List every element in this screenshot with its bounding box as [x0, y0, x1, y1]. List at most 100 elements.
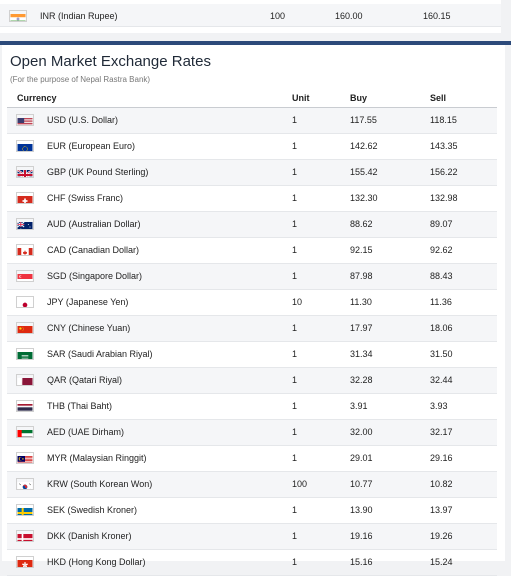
- open-market-rates-card: Open Market Exchange Rates (For the purp…: [2, 45, 505, 576]
- hk-flag-icon: [16, 556, 34, 568]
- table-row: EUR (European Euro) 1 142.62 143.35: [7, 134, 497, 160]
- sell-value: 89.07: [430, 219, 453, 229]
- currency-name: KRW (South Korean Won): [47, 479, 153, 489]
- table-row: CAD (Canadian Dollar) 1 92.15 92.62: [7, 238, 497, 264]
- buy-value: 29.01: [350, 453, 373, 463]
- buy-value: 11.30: [350, 297, 372, 307]
- table-header: Currency Unit Buy Sell: [7, 88, 497, 108]
- sell-value: 10.82: [430, 479, 453, 489]
- buy-value: 15.16: [350, 557, 373, 567]
- au-flag-icon: [16, 218, 34, 230]
- table-row: SGD (Singapore Dollar) 1 87.98 88.43: [7, 264, 497, 290]
- table-row: AUD (Australian Dollar) 1 88.62 89.07: [7, 212, 497, 238]
- buy-value: 155.42: [350, 167, 378, 177]
- sell-value: 32.44: [430, 375, 453, 385]
- currency-name: CHF (Swiss Franc): [47, 193, 123, 203]
- buy-value: 19.16: [350, 531, 373, 541]
- currency-name: AUD (Australian Dollar): [47, 219, 141, 229]
- table-row: GBP (UK Pound Sterling) 1 155.42 156.22: [7, 160, 497, 186]
- sell-value: 156.22: [430, 167, 458, 177]
- buy-value: 32.00: [350, 427, 373, 437]
- sell-value: 92.62: [430, 245, 453, 255]
- currency-name: THB (Thai Baht): [47, 401, 113, 411]
- us-flag-icon: [16, 114, 34, 126]
- buy-value: 92.15: [350, 245, 373, 255]
- unit-value: 1: [292, 167, 298, 177]
- section-title: Open Market Exchange Rates: [10, 53, 211, 70]
- cn-flag-icon: [16, 322, 34, 334]
- unit-value: 1: [292, 245, 298, 255]
- sg-flag-icon: [16, 270, 34, 282]
- unit-value: 1: [292, 141, 298, 151]
- india-flag-icon: [9, 10, 27, 22]
- buy-value: 132.30: [350, 193, 378, 203]
- buy-value: 117.55: [350, 115, 377, 125]
- currency-name: INR (Indian Rupee): [40, 11, 118, 21]
- table-row: QAR (Qatari Riyal) 1 32.28 32.44: [7, 368, 497, 394]
- sell-value: 132.98: [430, 193, 458, 203]
- unit-value: 1: [292, 505, 298, 515]
- table-row: AED (UAE Dirham) 1 32.00 32.17: [7, 420, 497, 446]
- currency-name: CAD (Canadian Dollar): [47, 245, 140, 255]
- sell-value: 19.26: [430, 531, 453, 541]
- ae-flag-icon: [16, 426, 34, 438]
- sell-value: 13.97: [430, 505, 453, 515]
- currency-name: SAR (Saudi Arabian Riyal): [47, 349, 153, 359]
- my-flag-icon: [16, 452, 34, 464]
- sell-value: 29.16: [430, 453, 453, 463]
- sell-value: 160.15: [423, 11, 451, 21]
- currency-name: EUR (European Euro): [47, 141, 136, 151]
- buy-value: 87.98: [350, 271, 373, 281]
- buy-value: 10.77: [350, 479, 373, 489]
- unit-value: 1: [292, 401, 298, 411]
- currency-name: DKK (Danish Kroner): [47, 531, 132, 541]
- currency-name: HKD (Hong Kong Dollar): [47, 557, 146, 567]
- table-row: DKK (Danish Kroner) 1 19.16 19.26: [7, 524, 497, 550]
- unit-value: 1: [292, 531, 298, 541]
- unit-value: 1: [292, 193, 298, 203]
- sell-value: 31.50: [430, 349, 453, 359]
- table-row: MYR (Malaysian Ringgit) 1 29.01 29.16: [7, 446, 497, 472]
- buy-value: 3.91: [350, 401, 368, 411]
- unit-value: 1: [292, 115, 298, 125]
- sa-flag-icon: [16, 348, 34, 360]
- currency-name: MYR (Malaysian Ringgit): [47, 453, 147, 463]
- currency-name: JPY (Japanese Yen): [47, 297, 129, 307]
- buy-value: 32.28: [350, 375, 373, 385]
- unit-value: 1: [292, 375, 298, 385]
- currency-name: GBP (UK Pound Sterling): [47, 167, 149, 177]
- unit-value: 1: [292, 271, 298, 281]
- table-row: SEK (Swedish Kroner) 1 13.90 13.97: [7, 498, 497, 524]
- buy-value: 31.34: [350, 349, 373, 359]
- buy-value: 13.90: [350, 505, 373, 515]
- currency-name: SEK (Swedish Kroner): [47, 505, 138, 515]
- jp-flag-icon: [16, 296, 34, 308]
- table-row: USD (U.S. Dollar) 1 117.55 118.15: [7, 108, 497, 134]
- currency-name: AED (UAE Dirham): [47, 427, 125, 437]
- rates-table-body: USD (U.S. Dollar) 1 117.55 118.15 EUR (Europ…: [7, 108, 497, 576]
- currency-name: SGD (Singapore Dollar): [47, 271, 143, 281]
- unit-value: 1: [292, 219, 298, 229]
- buy-value: 160.00: [335, 11, 363, 21]
- unit-value: 1: [292, 349, 298, 359]
- currency-name: QAR (Qatari Riyal): [47, 375, 123, 385]
- sell-value: 118.15: [430, 115, 457, 125]
- buy-value: 17.97: [350, 323, 373, 333]
- dk-flag-icon: [16, 530, 34, 542]
- table-row: CHF (Swiss Franc) 1 132.30 132.98: [7, 186, 497, 212]
- sell-value: 11.36: [430, 297, 452, 307]
- header-currency: Currency: [17, 93, 57, 103]
- header-buy: Buy: [350, 93, 368, 103]
- unit-value: 1: [292, 557, 298, 567]
- table-row: JPY (Japanese Yen) 10 11.30 11.36: [7, 290, 497, 316]
- buy-value: 142.62: [350, 141, 378, 151]
- sell-value: 32.17: [430, 427, 453, 437]
- sell-value: 143.35: [430, 141, 458, 151]
- buy-value: 88.62: [350, 219, 373, 229]
- table-row: SAR (Saudi Arabian Riyal) 1 31.34 31.50: [7, 342, 497, 368]
- sell-value: 15.24: [430, 557, 453, 567]
- unit-value: 100: [292, 479, 308, 489]
- qa-flag-icon: [16, 374, 34, 386]
- table-row: CNY (Chinese Yuan) 1 17.97 18.06: [7, 316, 497, 342]
- unit-value: 10: [292, 297, 303, 307]
